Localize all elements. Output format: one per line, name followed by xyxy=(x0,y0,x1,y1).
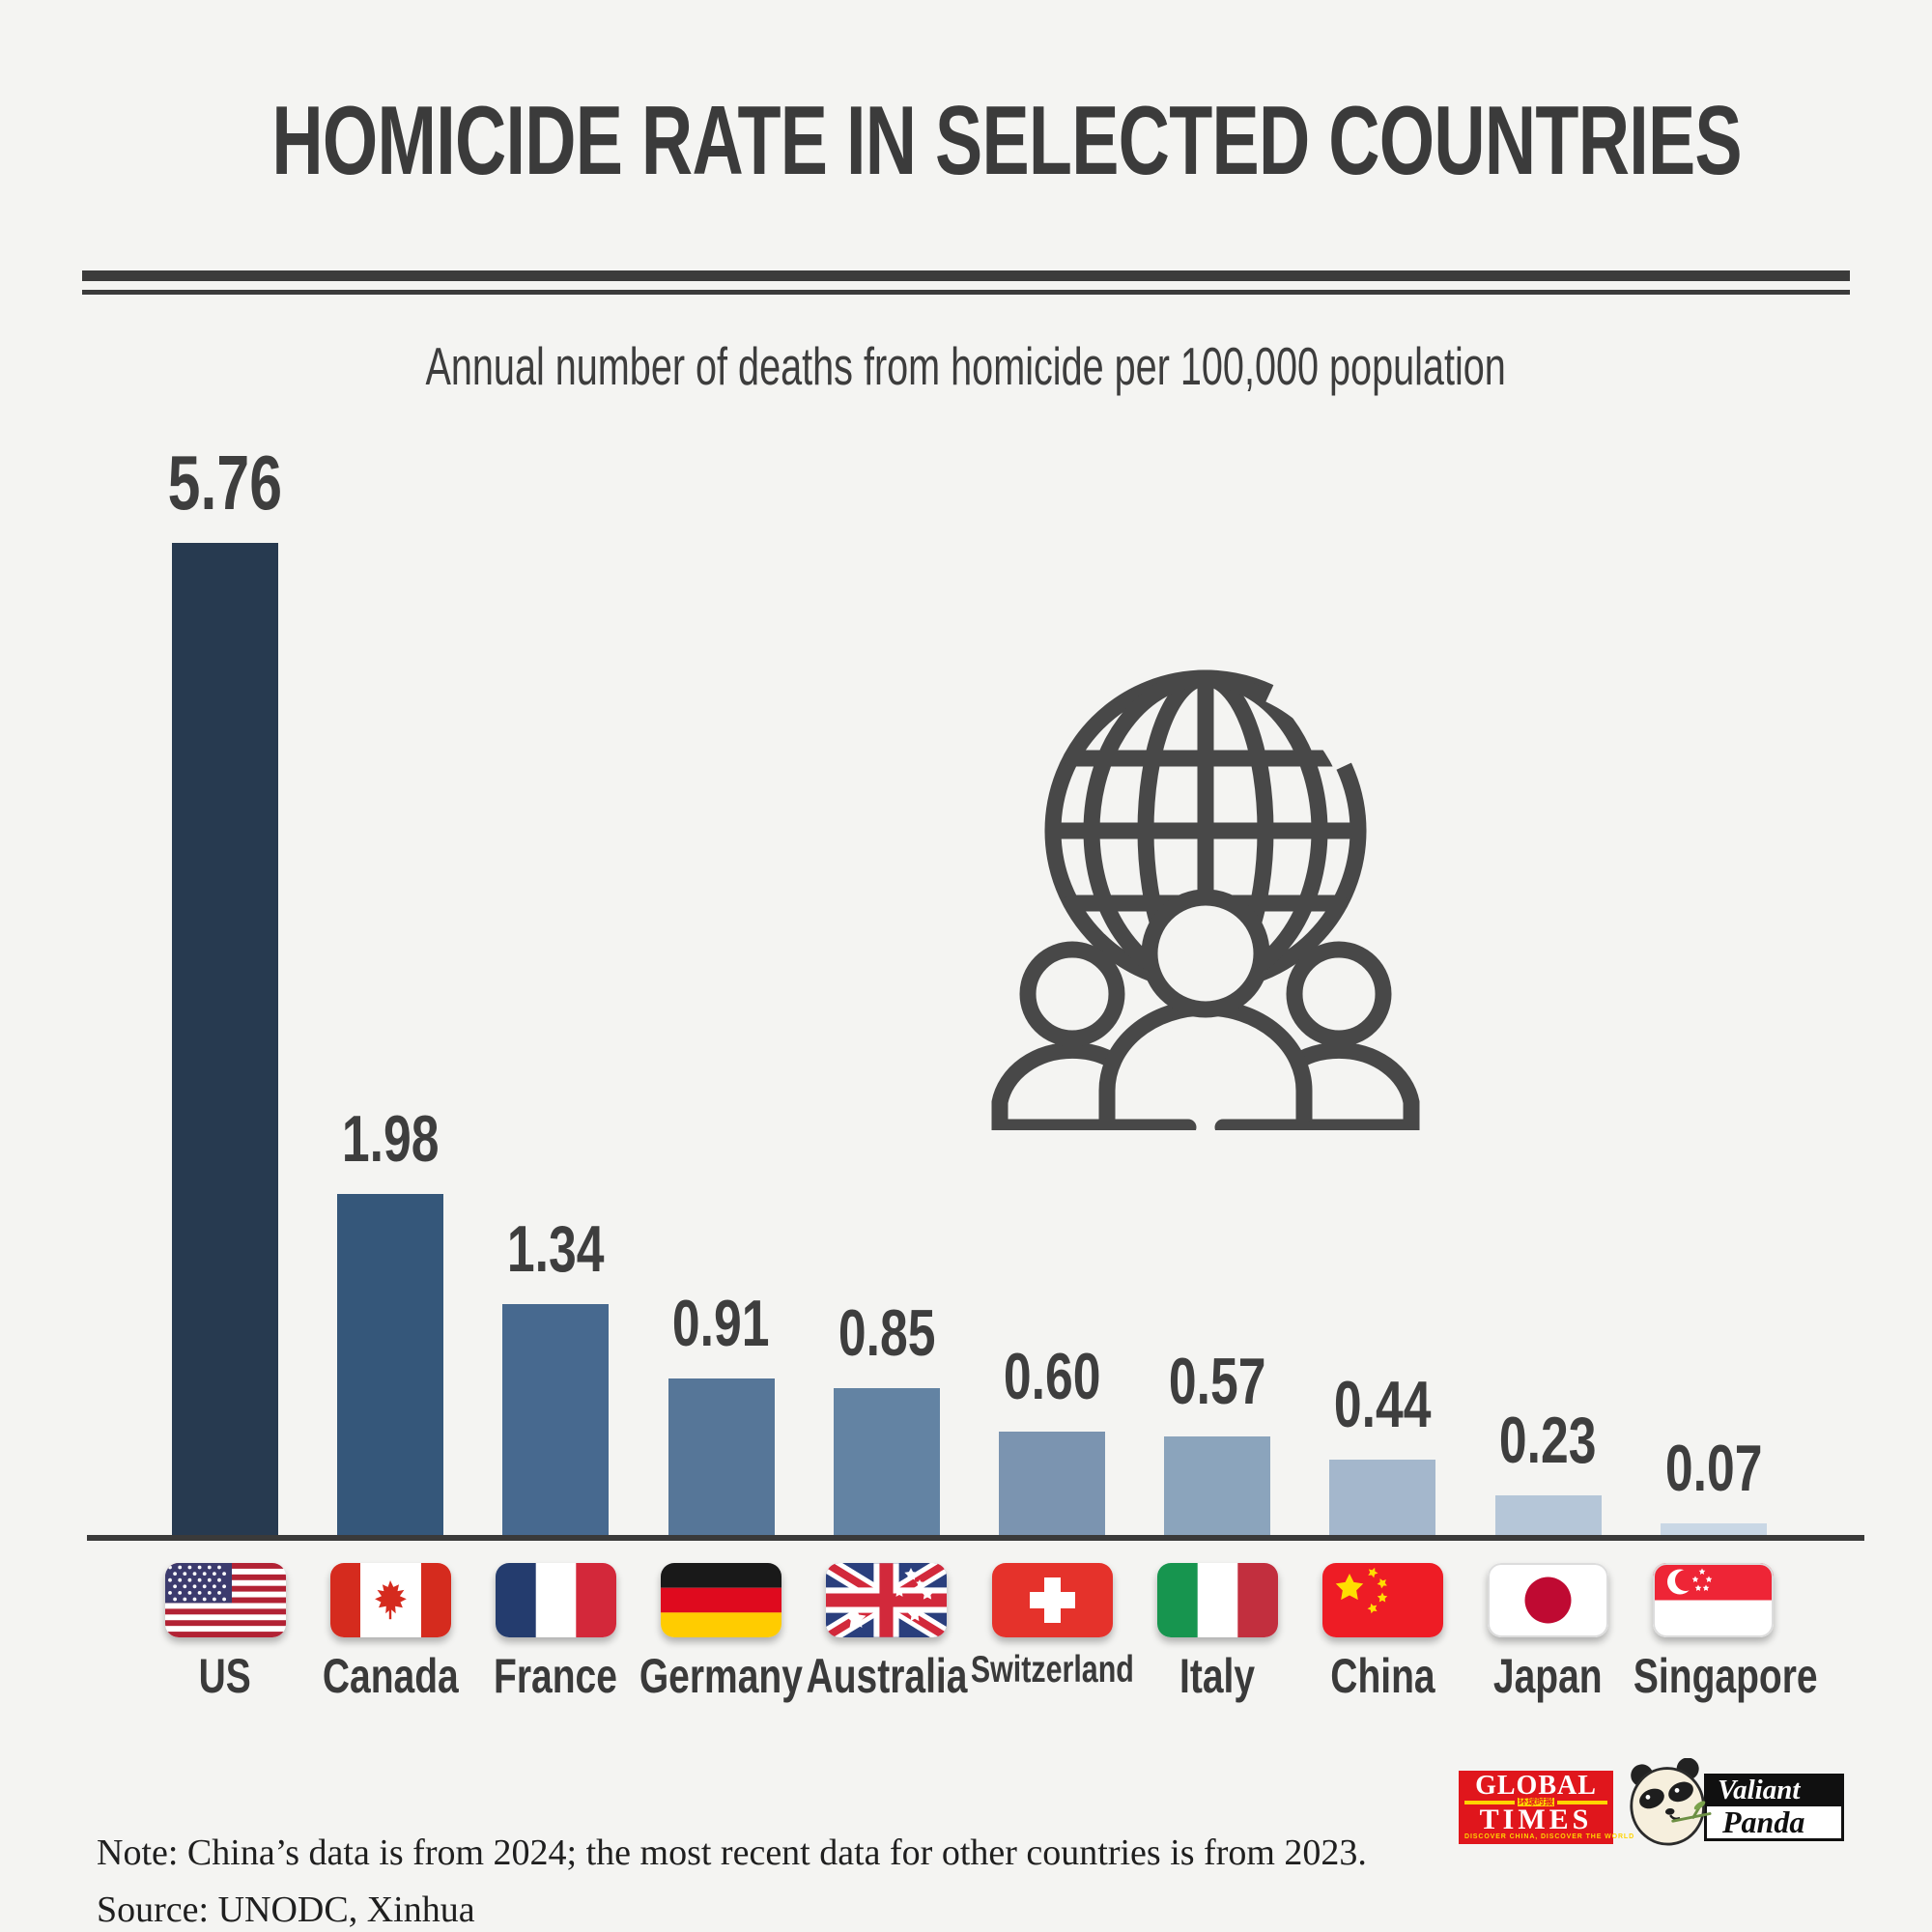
bar-singapore xyxy=(1660,1523,1767,1535)
value-label-singapore: 0.07 xyxy=(1664,1432,1763,1505)
japan-flag-image xyxy=(1488,1563,1609,1637)
value-label-australia: 0.85 xyxy=(838,1296,936,1370)
title-divider-thin xyxy=(82,290,1850,295)
panda-icon xyxy=(1630,1758,1712,1846)
switzerland-flag-image xyxy=(991,1563,1113,1637)
valiant-panda-word-panda: Panda xyxy=(1704,1806,1844,1841)
bar-canada xyxy=(337,1194,444,1535)
bar-australia xyxy=(833,1388,940,1535)
china-flag xyxy=(1321,1563,1443,1637)
title-divider-thick xyxy=(82,270,1850,281)
global-times-word-global: GLOBAL xyxy=(1475,1771,1597,1801)
australia-flag-image xyxy=(826,1563,948,1637)
country-label-france: France xyxy=(494,1649,618,1703)
value-label-switzerland: 0.60 xyxy=(1003,1340,1101,1413)
italy-flag xyxy=(1156,1563,1278,1637)
singapore-flag xyxy=(1653,1563,1775,1637)
global-times-divider: 环球时报 xyxy=(1464,1797,1608,1806)
germany-flag-image xyxy=(661,1563,782,1637)
bar-china xyxy=(1329,1460,1436,1535)
canada-flag xyxy=(329,1563,451,1637)
value-label-china: 0.44 xyxy=(1334,1368,1432,1441)
value-label-us: 5.76 xyxy=(167,440,283,526)
country-label-canada: Canada xyxy=(322,1649,459,1703)
globe-people-icon xyxy=(991,669,1420,1130)
global-times-logo: GLOBAL 环球时报 TIMES DISCOVER CHINA, DISCOV… xyxy=(1459,1771,1635,1844)
global-times-chinese-label: 环球时报 xyxy=(1518,1797,1555,1806)
germany-flag xyxy=(661,1563,782,1637)
yellow-rule xyxy=(1464,1800,1515,1804)
country-label-italy: Italy xyxy=(1179,1649,1256,1703)
bar-us xyxy=(172,543,278,1535)
valiant-panda-wordmark: Valiant Panda xyxy=(1704,1774,1844,1841)
country-label-australia: Australia xyxy=(806,1649,968,1703)
country-label-switzerland: Switzerland xyxy=(970,1649,1134,1690)
value-label-france: 1.34 xyxy=(507,1212,605,1286)
australia-flag xyxy=(826,1563,948,1637)
page-title: HOMICIDE RATE IN SELECTED COUNTRIES xyxy=(271,87,1742,195)
bar-japan xyxy=(1494,1495,1602,1535)
italy-flag-image xyxy=(1156,1563,1278,1637)
x-axis-line xyxy=(87,1535,1864,1541)
us-flag xyxy=(164,1563,286,1637)
us-flag-image xyxy=(164,1563,286,1637)
china-flag-image xyxy=(1321,1563,1443,1637)
value-label-canada: 1.98 xyxy=(341,1102,440,1176)
valiant-panda-word-valiant: Valiant xyxy=(1704,1774,1844,1806)
country-label-china: China xyxy=(1330,1649,1435,1703)
value-label-italy: 0.57 xyxy=(1168,1345,1266,1418)
chart-source: Source: UNODC, Xinhua xyxy=(97,1889,475,1930)
bar-germany xyxy=(668,1378,775,1535)
switzerland-flag xyxy=(991,1563,1113,1637)
france-flag-image xyxy=(495,1563,616,1637)
valiant-panda-logo: Valiant Panda xyxy=(1621,1758,1844,1847)
value-label-japan: 0.23 xyxy=(1499,1404,1597,1477)
value-label-germany: 0.91 xyxy=(672,1287,770,1360)
yellow-rule xyxy=(1557,1800,1608,1804)
country-label-japan: Japan xyxy=(1493,1649,1603,1703)
global-times-word-times: TIMES xyxy=(1479,1804,1593,1835)
chart-note: Note: China’s data is from 2024; the mos… xyxy=(97,1833,1367,1873)
japan-flag xyxy=(1488,1563,1609,1637)
country-label-germany: Germany xyxy=(639,1649,804,1703)
country-label-singapore: Singapore xyxy=(1633,1649,1818,1703)
singapore-flag-image xyxy=(1653,1563,1775,1637)
chart-subtitle: Annual number of deaths from homicide pe… xyxy=(425,336,1507,396)
global-times-tagline: DISCOVER CHINA, DISCOVER THE WORLD xyxy=(1464,1833,1635,1840)
country-label-us: US xyxy=(198,1649,252,1703)
bar-italy xyxy=(1164,1436,1271,1535)
bar-switzerland xyxy=(999,1432,1105,1535)
canada-flag-image xyxy=(329,1563,451,1637)
france-flag xyxy=(495,1563,616,1637)
bar-france xyxy=(502,1304,610,1535)
